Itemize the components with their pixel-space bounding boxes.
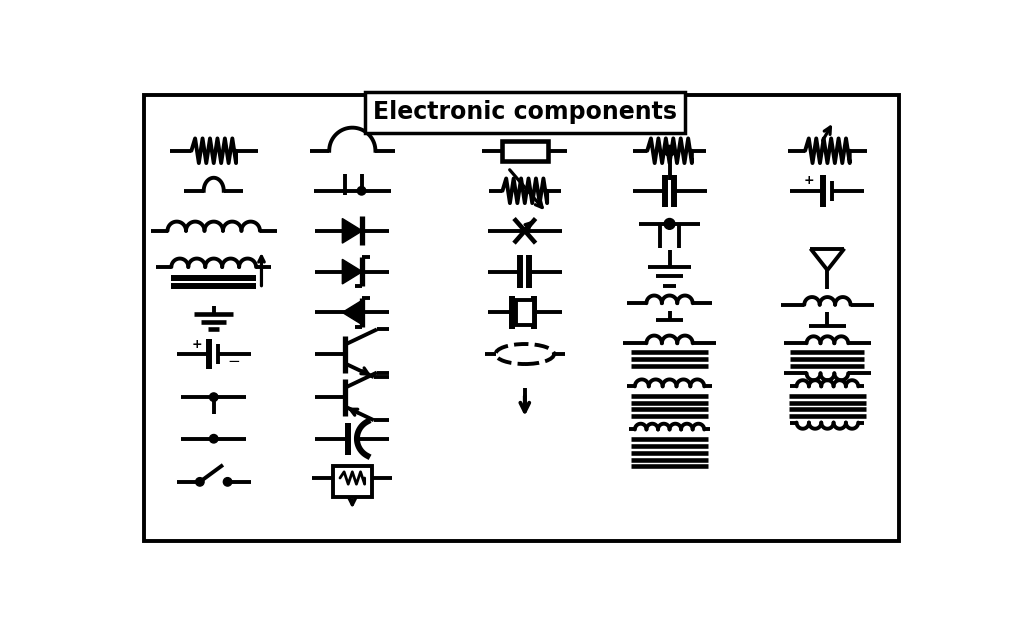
Circle shape	[210, 393, 218, 401]
Circle shape	[357, 186, 366, 195]
FancyBboxPatch shape	[515, 300, 535, 325]
Text: Electronic components: Electronic components	[373, 100, 677, 124]
Circle shape	[210, 435, 218, 443]
Circle shape	[665, 219, 675, 229]
Circle shape	[196, 478, 204, 486]
Polygon shape	[342, 219, 362, 243]
Text: +: +	[191, 338, 202, 351]
Text: −: −	[227, 354, 240, 369]
Circle shape	[223, 478, 231, 486]
FancyBboxPatch shape	[333, 466, 372, 497]
Polygon shape	[342, 300, 362, 325]
Circle shape	[665, 145, 675, 156]
FancyBboxPatch shape	[502, 141, 548, 161]
Polygon shape	[342, 260, 362, 284]
Text: +: +	[804, 175, 814, 188]
